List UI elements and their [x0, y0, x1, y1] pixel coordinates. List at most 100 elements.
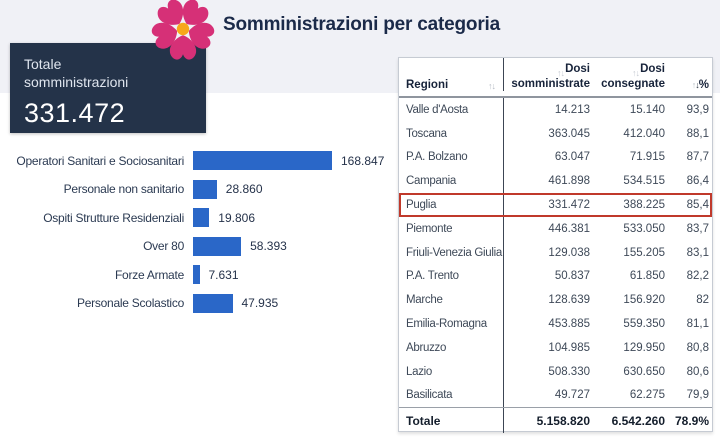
cell-dosi-consegnate: 71.915	[629, 151, 665, 164]
cell-pct: 82	[696, 294, 709, 307]
bar[interactable]	[193, 208, 210, 228]
cell-regione: Campania	[399, 169, 504, 194]
sort-asc-icon-pct[interactable]: ↑	[691, 80, 696, 90]
table-row[interactable]: Campania 461.898 534.515 86,4	[399, 169, 712, 194]
bar-row: Over 80 58.393	[0, 236, 398, 256]
bar-label: Over 80	[143, 239, 184, 254]
table-row[interactable]: Toscana 363.045 412.040 88,1	[399, 121, 712, 146]
header-dosi-consegnate-label: Dosi consegnate	[601, 63, 665, 90]
bar[interactable]	[193, 236, 242, 256]
cell-regione: Basilicata	[399, 383, 504, 408]
cell-pct: 83,7	[686, 222, 709, 235]
bar[interactable]	[193, 265, 200, 285]
cell-pct: 81,1	[686, 318, 709, 331]
header-pct[interactable]: ↑↓%	[665, 79, 709, 91]
bar-label: Operatori Sanitari e Sociosanitari	[16, 153, 184, 168]
table-row[interactable]: Basilicata 49.727 62.275 79,9	[399, 383, 712, 408]
bar-value-label: 47.935	[241, 296, 279, 311]
cell-regione: Toscana	[399, 121, 504, 146]
header-regioni-label: Regioni	[406, 79, 449, 91]
cell-regione: Puglia	[399, 193, 504, 217]
bar-label: Personale non sanitario	[63, 182, 185, 197]
cell-dosi-somministrate: 453.885	[548, 318, 590, 331]
cell-dosi-consegnate: 15.140	[629, 103, 665, 116]
table-row[interactable]: Abruzzo 104.985 129.950 80,8	[399, 335, 712, 360]
cell-pct: 79,9	[686, 389, 709, 402]
bar-row: Operatori Sanitari e Sociosanitari 168.84…	[0, 151, 398, 170]
cell-regione: Valle d'Aosta	[399, 98, 504, 122]
cell-regione: P.A. Bolzano	[399, 145, 504, 170]
table-row[interactable]: P.A. Bolzano 63.047 71.915 87,7	[399, 145, 712, 170]
header-dosi-somministrate-label: Dosi somministrate	[511, 63, 590, 90]
cell-regione: Marche	[399, 288, 504, 313]
table-row-highlighted[interactable]: Puglia 331.472 388.225 85,4	[399, 193, 712, 217]
cell-dosi-consegnate: 388.225	[623, 199, 665, 212]
kpi-label: Totale somministrazioni	[24, 56, 129, 91]
cell-pct: 87,7	[686, 151, 709, 164]
cell-regione: P.A. Trento	[399, 264, 504, 289]
cell-pct: 82,2	[686, 270, 709, 283]
cell-regione: Abruzzo	[399, 335, 504, 360]
bar-value-label: 28.860	[225, 182, 263, 197]
bar-value-label: 58.393	[250, 239, 287, 254]
kpi-value: 331.472	[24, 98, 126, 129]
cell-dosi-somministrate: 363.045	[548, 127, 590, 140]
sort-icon-consegnate[interactable]: ↑↓	[632, 68, 640, 79]
sort-icon-somministrate[interactable]: ↑↓	[557, 68, 565, 79]
table-row[interactable]: Lazio 508.330 630.650 80,6	[399, 359, 712, 384]
total-label: Totale	[399, 408, 504, 434]
cell-pct: 80,8	[686, 341, 709, 354]
cell-dosi-somministrate: 50.837	[554, 270, 590, 283]
cell-pct: 86,4	[686, 175, 709, 188]
table-body: Valle d'Aosta 14.213 15.140 93,9 Toscana 363.…	[399, 98, 712, 408]
cell-dosi-consegnate: 534.515	[623, 175, 665, 188]
total-dosi-consegnate: 6.542.260	[611, 413, 665, 428]
cell-dosi-somministrate: 63.047	[554, 151, 590, 164]
header-pct-label: %	[698, 79, 709, 91]
bar-row: Personale Scolastico 47.935	[0, 293, 398, 313]
cell-dosi-consegnate: 129.950	[623, 341, 665, 354]
header-dosi-consegnate[interactable]: ↑↓ Dosi consegnate	[590, 62, 665, 91]
cell-dosi-somministrate: 461.898	[548, 175, 590, 188]
table-total-row: Totale 5.158.820 6.542.260 78.9%	[399, 407, 712, 434]
cell-regione: Friuli-Venezia Giulia	[399, 240, 504, 265]
sort-desc-icon-pct[interactable]: ↓	[695, 80, 699, 90]
cell-dosi-consegnate: 559.350	[623, 318, 665, 331]
bar[interactable]	[193, 293, 233, 313]
header-regioni[interactable]: Regioni ↑↓	[399, 58, 504, 91]
bar-label: Forze Armate	[114, 267, 184, 282]
cell-dosi-consegnate: 630.650	[623, 365, 665, 378]
cell-dosi-somministrate: 331.472	[548, 199, 590, 212]
cell-pct: 88,1	[686, 127, 709, 140]
table-row[interactable]: P.A. Trento 50.837 61.850 82,2	[399, 264, 712, 289]
table-row[interactable]: Marche 128.639 156.920 82	[399, 288, 712, 313]
table-row[interactable]: Piemonte 446.381 533.050 83,7	[399, 216, 712, 241]
bar-label: Ospiti Strutture Residenziali	[43, 210, 184, 225]
cell-dosi-consegnate: 156.920	[623, 294, 665, 307]
cell-dosi-consegnate: 61.850	[629, 270, 665, 283]
cell-dosi-consegnate: 155.205	[623, 246, 665, 259]
cell-regione: Lazio	[399, 359, 504, 384]
bar-label: Personale Scolastico	[76, 296, 184, 311]
table-header: Regioni ↑↓ ↑↓ Dosi somministrate ↑↓ Dosi…	[399, 58, 712, 98]
bar-row: Personale non sanitario 28.860	[0, 179, 398, 199]
cell-dosi-somministrate: 128.639	[548, 294, 590, 307]
cell-dosi-consegnate: 62.275	[629, 389, 665, 402]
cell-dosi-somministrate: 129.038	[548, 246, 590, 259]
cell-dosi-somministrate: 446.381	[548, 222, 590, 235]
cell-pct: 83,1	[686, 246, 709, 259]
sort-icon-regioni[interactable]: ↑↓	[488, 81, 496, 91]
bar-value-label: 168.847	[341, 153, 385, 168]
table-row[interactable]: Valle d'Aosta 14.213 15.140 93,9	[399, 98, 712, 122]
table-row[interactable]: Emilia-Romagna 453.885 559.350 81,1	[399, 312, 712, 336]
bar-value-label: 19.806	[218, 210, 255, 225]
table-row[interactable]: Friuli-Venezia Giulia 129.038 155.205 83,1	[399, 240, 712, 265]
bar-value-label: 7.631	[208, 267, 239, 282]
cell-dosi-consegnate: 412.040	[623, 127, 665, 140]
bar[interactable]	[193, 151, 332, 170]
header-dosi-somministrate[interactable]: ↑↓ Dosi somministrate	[504, 62, 590, 91]
regions-table: Regioni ↑↓ ↑↓ Dosi somministrate ↑↓ Dosi…	[398, 57, 713, 434]
cell-pct: 93,9	[686, 103, 709, 116]
cell-regione: Piemonte	[399, 216, 504, 241]
bar[interactable]	[193, 179, 217, 199]
